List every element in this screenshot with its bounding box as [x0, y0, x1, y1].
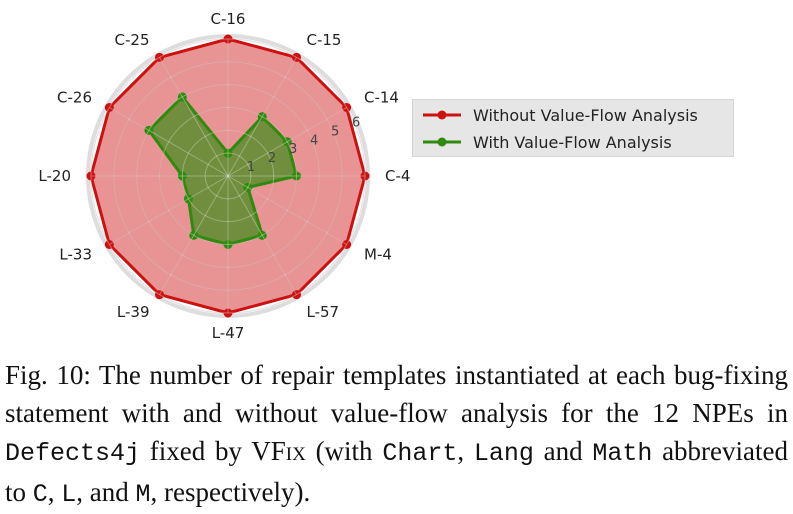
series-0-point-L-39	[155, 290, 164, 300]
axis-label-C-4: C-4	[385, 167, 410, 185]
tick-label-2: 2	[268, 151, 276, 166]
axis-label-C-26: C-26	[57, 89, 92, 107]
grid-spoke-overlay	[227, 57, 297, 177]
caption-prefix: Fig. 10: The number of repair templates …	[5, 360, 788, 428]
series-0-point-C-25	[155, 52, 164, 62]
legend-item-with: With Value-Flow Analysis	[421, 130, 672, 154]
series-0-point-L-47	[223, 308, 233, 318]
caption-chart: Chart	[382, 439, 458, 468]
tick-label-5: 5	[331, 124, 339, 139]
caption-math: Math	[592, 439, 653, 468]
axis-label-M-4: M-4	[364, 246, 392, 264]
series-1-point-C-14	[282, 137, 292, 147]
series-1-point-L-39	[189, 230, 199, 240]
series-0-point-L-33	[104, 240, 114, 249]
legend-marker-red	[423, 110, 461, 120]
caption-lang: Lang	[473, 439, 534, 468]
grid-circle-overlay-6	[90, 38, 366, 314]
caption-m: M	[135, 480, 151, 509]
series-1-point-L-33	[183, 194, 193, 204]
axis-label-L-20: L-20	[38, 167, 71, 185]
tick-label-4: 4	[310, 133, 318, 148]
axis-label-C-15: C-15	[307, 31, 342, 49]
series-0-point-C-26	[104, 103, 114, 112]
axis-label-L-47: L-47	[212, 324, 245, 342]
caption-c: C	[32, 480, 48, 509]
tick-label-3: 3	[289, 142, 297, 157]
axis-label-C-14: C-14	[364, 89, 399, 107]
legend-label-without: Without Value-Flow Analysis	[473, 105, 698, 125]
series-0-point-M-4	[342, 240, 352, 249]
axis-labels: C-16 C-15 C-14 C-4 M-4 L-57 L-47 L-39 L-33 L-20 C-…	[38, 10, 410, 342]
tick-label-1: 1	[247, 160, 255, 175]
caption-l: L	[61, 480, 77, 509]
series-1-point-C-25	[177, 92, 187, 102]
legend-label-with: With Value-Flow Analysis	[473, 132, 672, 152]
grid-circle-overlay-2	[181, 129, 275, 223]
series-1-point-C-16	[223, 148, 233, 158]
series-1-point-C-26	[144, 125, 154, 135]
caption-mid1: fixed by	[140, 436, 252, 466]
grid-spoke-overlay	[159, 57, 229, 177]
figure-caption: Fig. 10: The number of repair templates …	[5, 356, 788, 514]
series-0-point-C-15	[292, 52, 301, 62]
axis-label-L-33: L-33	[59, 246, 92, 264]
axis-label-L-39: L-39	[117, 303, 150, 321]
grid-spoke-overlay	[109, 175, 229, 245]
series-0-point-C-4	[360, 171, 370, 181]
legend-marker-green	[423, 137, 461, 147]
caption-mid2: (with	[305, 436, 383, 466]
grid-spoke-overlay	[227, 175, 347, 245]
series-1-point-M-4	[243, 182, 253, 192]
caption-tool-v: V	[251, 436, 271, 466]
caption-mid3: abbreviated to	[5, 436, 788, 507]
series-1-point-C-4	[292, 171, 301, 181]
grid-spoke-overlay	[159, 175, 229, 295]
caption-tool-rest: Fix	[270, 436, 306, 466]
caption-comma1: ,	[457, 436, 474, 466]
series-0-point-C-16	[223, 34, 233, 44]
caption-dataset: Defects4j	[5, 439, 141, 468]
series-1-point-L-57	[257, 230, 267, 240]
grid-circle-overlay-5	[113, 61, 343, 291]
series-1-point-L-20	[177, 171, 187, 181]
series-1-point-L-47	[223, 240, 233, 249]
grid-spoke-overlay	[227, 107, 347, 177]
caption-and2: , and	[76, 477, 136, 507]
caption-and1: and	[533, 436, 593, 466]
axis-label-C-16: C-16	[211, 10, 246, 28]
grid-circle-overlay-3	[159, 107, 297, 245]
series-layer	[86, 34, 370, 318]
series-0-point-C-14	[342, 103, 352, 112]
legend-item-without: Without Value-Flow Analysis	[421, 103, 698, 127]
tick-label-6: 6	[352, 116, 360, 131]
series-0-point-L-57	[292, 290, 301, 300]
grid-spoke-overlay	[109, 107, 229, 177]
grid-spoke-overlay	[227, 175, 297, 295]
grid-circle-overlay-4	[136, 84, 320, 268]
series-0-point-L-20	[86, 171, 96, 181]
legend: Without Value-Flow Analysis With Value-F…	[412, 99, 734, 157]
series-1-point-C-15	[257, 112, 267, 122]
grid-circle-overlay-1	[204, 152, 252, 200]
axis-label-C-25: C-25	[115, 31, 150, 49]
axis-label-L-57: L-57	[307, 303, 340, 321]
caption-suffix: , respectively).	[150, 477, 311, 507]
caption-comma2: ,	[47, 477, 62, 507]
